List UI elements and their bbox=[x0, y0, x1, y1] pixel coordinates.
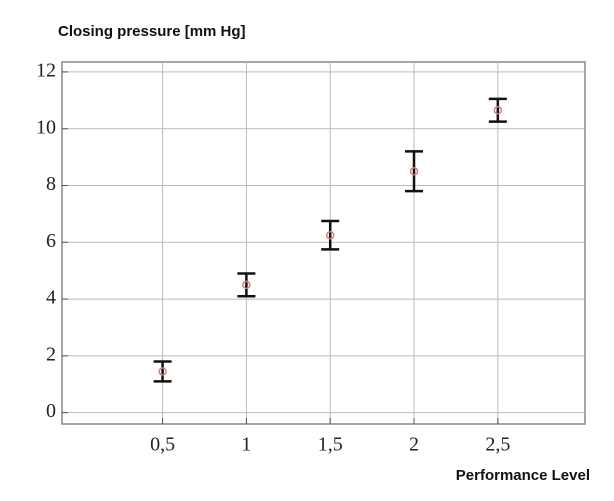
point bbox=[409, 167, 419, 176]
error-bar bbox=[321, 219, 340, 251]
y-tick-label: 12 bbox=[36, 60, 56, 82]
error-bar bbox=[153, 360, 172, 383]
point bbox=[493, 106, 503, 115]
error-bar bbox=[237, 272, 256, 298]
y-tick-label: 6 bbox=[46, 230, 56, 252]
error-bar bbox=[488, 97, 507, 123]
y-tick-label: 10 bbox=[36, 116, 56, 138]
x-tick-label: 0,5 bbox=[150, 434, 175, 456]
y-tick-label: 0 bbox=[46, 400, 56, 422]
x-tick-label: 2,5 bbox=[485, 434, 510, 456]
point bbox=[158, 367, 167, 376]
point bbox=[325, 230, 335, 240]
point bbox=[242, 280, 251, 290]
y-tick-label: 2 bbox=[46, 343, 56, 365]
x-tick-label: 1,5 bbox=[318, 434, 343, 456]
y-axis-label: Closing pressure [mm Hg] bbox=[58, 23, 246, 40]
x-axis-label: Performance Level bbox=[456, 467, 590, 484]
error-bar bbox=[405, 150, 424, 193]
y-tick-label: 4 bbox=[46, 287, 56, 309]
y-tick-label: 8 bbox=[46, 173, 56, 195]
plot-frame bbox=[61, 61, 586, 425]
x-tick-label: 2 bbox=[409, 434, 419, 456]
x-tick-label: 1 bbox=[241, 434, 251, 456]
